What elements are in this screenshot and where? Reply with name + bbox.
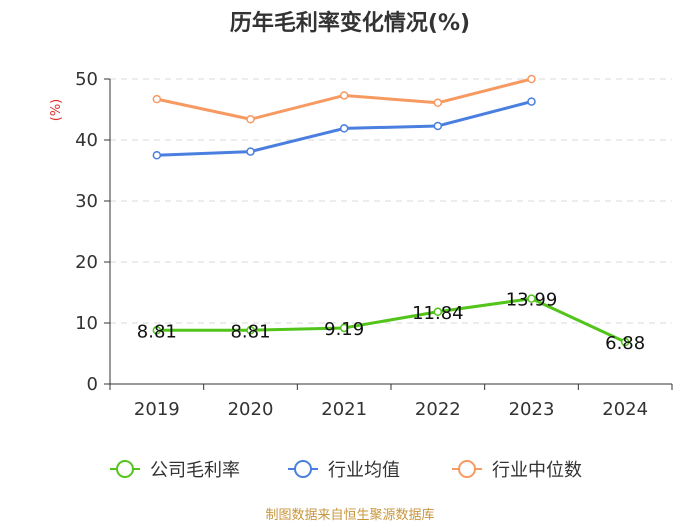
legend[interactable]: 公司毛利率 行业均值 行业中位数 [110,460,582,481]
x-tick-label: 2024 [602,399,648,420]
data-label: 13.99 [506,290,558,311]
x-tick-label: 2022 [415,399,461,420]
y-tick-label: 50 [75,69,98,90]
legend-item[interactable]: 公司毛利率 [110,460,240,481]
source-note: 制图数据来自恒生聚源数据库 [265,507,434,523]
legend-marker [294,460,312,478]
data-point[interactable] [527,294,536,303]
legend-marker [116,460,134,478]
data-label: 8.81 [230,321,270,342]
data-label: 11.84 [412,303,464,324]
y-tick-label: 10 [75,313,98,334]
y-tick-label: 20 [75,252,98,273]
legend-label: 公司毛利率 [150,460,240,481]
x-tick-label: 2020 [228,399,274,420]
y-tick-label: 40 [75,130,98,151]
data-label: 8.81 [137,321,177,342]
data-point[interactable] [433,121,443,131]
y-tick-label: 0 [87,374,98,395]
series-line [155,297,627,344]
data-point[interactable] [433,98,443,108]
data-point[interactable] [152,94,162,104]
data-label: 6.88 [605,333,645,354]
data-labels: 8.81 8.81 9.19 11.84 13.99 6.88 [137,290,645,354]
data-point[interactable] [246,147,255,156]
data-point[interactable] [339,91,349,100]
data-point[interactable] [152,151,162,160]
data-point[interactable] [433,307,443,317]
y-tick-label: 30 [75,191,98,212]
data-point[interactable] [527,97,536,106]
grid-lines [110,78,672,324]
legend-label: 行业均值 [328,460,400,481]
y-axis-unit: (%) [49,99,64,122]
legend-item[interactable]: 行业中位数 [452,460,582,481]
x-tick-label: 2019 [134,399,180,420]
data-point[interactable] [246,115,255,124]
legend-label: 行业中位数 [492,460,582,481]
data-point[interactable] [246,326,255,335]
data-point[interactable] [620,337,630,347]
legend-item[interactable]: 行业均值 [288,460,400,481]
data-point[interactable] [527,74,536,84]
data-point[interactable] [152,326,162,335]
axes: 0 10 20 30 40 50 2019 2020 2021 2022 2023 2024 [75,69,673,420]
x-tick-label: 2023 [509,399,555,420]
series-lines [152,74,630,347]
legend-marker [458,460,476,478]
x-tick-label: 2021 [321,399,367,420]
data-point[interactable] [339,323,349,333]
data-point[interactable] [339,124,349,133]
chart-title: 历年毛利率变化情况(%) [230,10,470,36]
data-label: 9.19 [324,319,364,340]
